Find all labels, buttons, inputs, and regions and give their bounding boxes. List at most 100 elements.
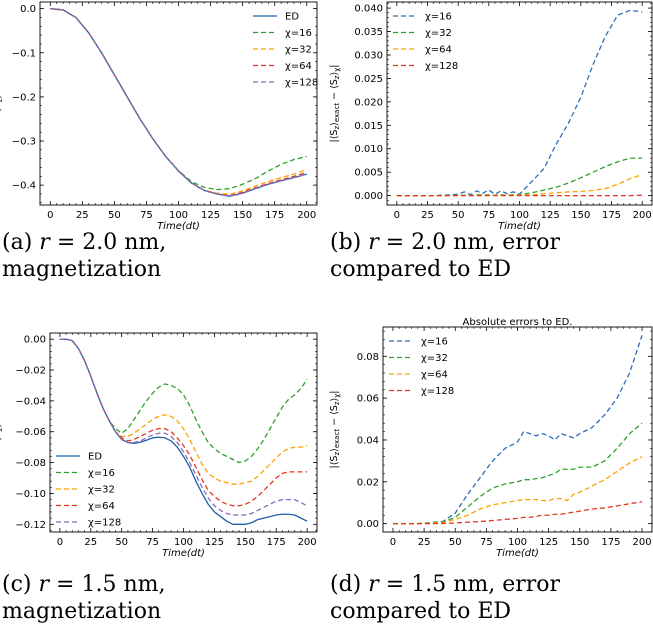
y-tick-label: 0.025 (354, 74, 383, 85)
legend-label-chi64: χ=128 (425, 61, 458, 72)
y-tick-label: −0.4 (12, 181, 36, 192)
series-line-ED (50, 7, 307, 197)
series-line-blue_dash (392, 335, 643, 525)
caption-d: (d) r = 1.5 nm, error compared to ED (330, 572, 561, 624)
legend-label-chi128: χ=128 (285, 78, 318, 89)
y-axis-label: |⟨Sz⟩exact − ⟨Sz⟩χ| (329, 65, 341, 143)
legend-label-chi16: χ=16 (285, 28, 312, 39)
x-tick-label: 125 (539, 537, 558, 548)
y-tick-label: −0.04 (15, 396, 46, 407)
caption-a: (a) r = 2.0 nm, magnetization (2, 230, 167, 282)
legend-label-chi64: χ=128 (421, 386, 454, 397)
x-tick-label: 50 (115, 537, 128, 548)
series-line-chi32 (396, 173, 643, 197)
x-tick-label: 175 (265, 210, 284, 221)
x-tick-label: 50 (449, 537, 462, 548)
x-tick-label: 150 (571, 210, 590, 221)
legend-label-chi16: χ=32 (425, 28, 452, 39)
x-tick-label: 25 (418, 537, 431, 548)
legend-label-chi16: χ=16 (88, 468, 115, 479)
x-tick-label: 25 (76, 210, 89, 221)
x-tick-label: 0 (394, 210, 400, 221)
series-line-chi16 (59, 338, 308, 464)
x-tick-label: 200 (632, 537, 651, 548)
chart-title: Absolute errors to ED. (465, 0, 575, 3)
y-tick-label: 0.02 (357, 477, 379, 488)
caption-c: (c) r = 1.5 nm, magnetization (2, 572, 166, 624)
legend-label-ED: ED (88, 452, 102, 463)
series-line-chi128 (59, 338, 308, 516)
x-tick-label: 100 (169, 210, 188, 221)
x-tick-label: 75 (482, 210, 495, 221)
series-group (50, 7, 307, 197)
plot-c: 0 25 50 75 100 125 150 175 200 0.00 −0.02 −0.04 −0.0… (0, 332, 318, 559)
y-tick-label: 0.0 (20, 4, 36, 15)
series-line-chi64 (392, 501, 643, 525)
x-tick-label: 150 (236, 537, 255, 548)
y-tick-label: 0.040 (354, 4, 383, 15)
x-tick-label: 125 (541, 210, 560, 221)
series-group (392, 335, 643, 525)
y-tick-label: −0.2 (12, 92, 36, 103)
x-tick-label: 50 (108, 210, 121, 221)
y-tick-label: 0.000 (354, 191, 383, 202)
x-axis-label: Time(dt) (496, 548, 539, 559)
y-axis-label: ⟨Sz⟩ (0, 94, 4, 112)
x-axis-label: Time(dt) (157, 221, 200, 232)
x-axis-label: Time(dt) (162, 548, 205, 559)
series-group (396, 9, 643, 197)
y-tick-label: 0.005 (354, 168, 383, 179)
y-tick-label: 0.010 (354, 144, 383, 155)
x-tick-label: 150 (233, 210, 252, 221)
x-tick-label: 0 (390, 537, 396, 548)
chart-title: Absolute errors to ED. (463, 317, 573, 328)
plot-b: 0 25 50 75 100 125 150 175 200 0.000 0.005 0.010 0.0… (329, 0, 653, 232)
x-tick-label: 25 (84, 537, 97, 548)
plot-frame (39, 1, 318, 206)
x-tick-label: 100 (510, 210, 529, 221)
x-tick-label: 200 (297, 210, 316, 221)
legend-label-chi64: χ=64 (88, 501, 115, 512)
series-group (59, 338, 308, 525)
caption-b: (b) r = 2.0 nm, error compared to ED (330, 230, 561, 282)
series-line-chi64 (50, 7, 307, 197)
x-tick-label: 175 (601, 537, 620, 548)
x-tick-label: 200 (633, 210, 652, 221)
legend-label-blue_dash: χ=16 (425, 12, 452, 23)
y-tick-label: 0.04 (357, 435, 379, 446)
series-line-chi16 (392, 422, 643, 525)
x-tick-label: 125 (205, 537, 224, 548)
legend-label-blue_dash: χ=16 (421, 337, 448, 348)
y-tick-label: −0.12 (15, 520, 46, 531)
legend-label-chi32: χ=32 (88, 485, 115, 496)
series-line-chi16 (396, 157, 643, 197)
legend: ED χ=16 χ=32 χ=64 χ=128 (56, 452, 121, 529)
x-tick-label: 200 (298, 537, 317, 548)
y-tick-label: 0.00 (24, 335, 46, 346)
y-tick-label: 0.020 (354, 97, 383, 108)
x-tick-label: 75 (140, 210, 153, 221)
x-tick-label: 25 (421, 210, 434, 221)
x-tick-label: 0 (47, 210, 53, 221)
y-tick-label: −0.02 (15, 366, 46, 377)
x-tick-label: 100 (508, 537, 527, 548)
series-line-chi64 (59, 338, 308, 507)
y-tick-label: 0.035 (354, 27, 383, 38)
y-axis-label: |⟨Sz⟩exact − ⟨Sz⟩χ| (329, 391, 341, 469)
series-line-ED (59, 338, 308, 525)
x-tick-label: 0 (57, 537, 63, 548)
legend-label-chi16: χ=32 (421, 353, 448, 364)
plot-a: 0 25 50 75 100 125 150 175 200 0.0 −0.1 −0.2 −0.3 −0.… (0, 1, 318, 232)
x-tick-label: 175 (267, 537, 286, 548)
legend: χ=16 χ=32 χ=64 χ=128 (393, 12, 458, 72)
legend-label-chi32: χ=64 (425, 45, 452, 56)
legend-label-chi64: χ=64 (285, 61, 312, 72)
legend: χ=16 χ=32 χ=64 χ=128 (389, 337, 454, 397)
legend: ED χ=16 χ=32 χ=64 χ=128 (253, 12, 318, 89)
x-axis-label: Time(dt) (498, 221, 541, 232)
y-tick-label: 0.00 (357, 519, 379, 530)
y-tick-label: −0.10 (15, 489, 46, 500)
series-line-chi32 (50, 7, 307, 196)
legend-label-chi128: χ=128 (88, 518, 121, 529)
